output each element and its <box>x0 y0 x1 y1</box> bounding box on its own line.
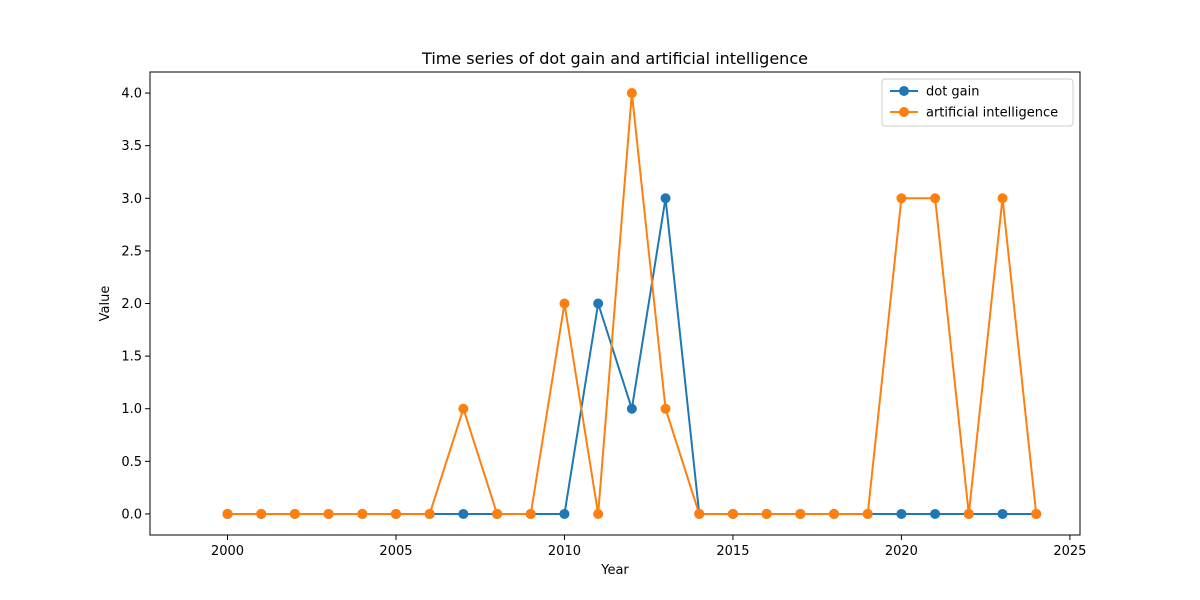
data-point-dot-gain <box>559 508 570 519</box>
legend-box <box>881 78 1074 127</box>
data-point-artificial-intelligence <box>930 193 941 204</box>
data-point-dot-gain <box>930 508 941 519</box>
data-point-artificial-intelligence <box>390 508 401 519</box>
x-tick-label: 2000 <box>211 544 244 559</box>
data-point-artificial-intelligence <box>222 508 233 519</box>
data-point-artificial-intelligence <box>896 193 907 204</box>
data-point-artificial-intelligence <box>761 508 772 519</box>
data-point-dot-gain <box>458 508 469 519</box>
x-tick-label: 2005 <box>379 544 412 559</box>
data-point-artificial-intelligence <box>795 508 806 519</box>
x-axis-title: Year <box>600 563 629 578</box>
legend-marker-dot-gain <box>899 86 909 96</box>
y-tick-label: 2.5 <box>121 244 142 259</box>
data-point-artificial-intelligence <box>256 508 267 519</box>
data-point-artificial-intelligence <box>862 508 873 519</box>
legend-label-dot-gain: dot gain <box>926 85 980 100</box>
data-point-artificial-intelligence <box>660 403 671 414</box>
y-tick-label: 4.0 <box>121 87 142 102</box>
y-tick-label: 3.0 <box>121 192 142 207</box>
series-line-artificial-intelligence <box>227 92 1038 515</box>
y-tick-label: 1.5 <box>121 350 142 365</box>
series-layer <box>222 88 1042 519</box>
x-tick-label: 2025 <box>1053 544 1086 559</box>
data-point-artificial-intelligence <box>559 298 570 309</box>
chart-title: Time series of dot gain and artificial i… <box>421 49 808 68</box>
y-tick-label: 0.0 <box>121 507 142 522</box>
x-tick-label: 2015 <box>716 544 749 559</box>
y-axis-title: Value <box>98 286 113 322</box>
data-point-artificial-intelligence <box>525 508 536 519</box>
series-line-dot-gain <box>227 197 1037 515</box>
data-point-artificial-intelligence <box>458 403 469 414</box>
data-point-artificial-intelligence <box>963 508 974 519</box>
data-point-artificial-intelligence <box>997 193 1008 204</box>
legend: dot gain artificial intelligence <box>881 78 1074 127</box>
legend-marker-artificial-intelligence <box>899 107 909 117</box>
data-point-artificial-intelligence <box>424 508 435 519</box>
y-tick-label: 2.0 <box>121 297 142 312</box>
x-tick-label: 2010 <box>548 544 581 559</box>
x-tick-label: 2020 <box>885 544 918 559</box>
series-artificial-intelligence <box>222 88 1042 519</box>
data-point-artificial-intelligence <box>1031 508 1042 519</box>
data-point-dot-gain <box>593 298 604 309</box>
y-tick-label: 3.5 <box>121 139 142 154</box>
data-point-artificial-intelligence <box>829 508 840 519</box>
y-tick-label: 0.5 <box>121 455 142 470</box>
data-point-artificial-intelligence <box>323 508 334 519</box>
data-point-artificial-intelligence <box>289 508 300 519</box>
y-tick-label: 1.0 <box>121 402 142 417</box>
data-point-artificial-intelligence <box>593 508 604 519</box>
data-point-artificial-intelligence <box>357 508 368 519</box>
data-point-dot-gain <box>896 508 907 519</box>
series-dot-gain <box>222 193 1042 519</box>
x-axis: 2000 2005 2010 2015 2020 2025 <box>211 535 1086 559</box>
y-axis: 0.0 0.5 1.0 1.5 2.0 2.5 3.0 3.5 4.0 <box>121 87 150 522</box>
data-point-dot-gain <box>997 508 1008 519</box>
data-point-artificial-intelligence <box>626 88 637 99</box>
data-point-dot-gain <box>626 403 637 414</box>
data-point-artificial-intelligence <box>492 508 503 519</box>
legend-label-artificial-intelligence: artificial intelligence <box>926 106 1058 121</box>
data-point-artificial-intelligence <box>727 508 738 519</box>
data-point-artificial-intelligence <box>694 508 705 519</box>
data-point-dot-gain <box>660 193 671 204</box>
